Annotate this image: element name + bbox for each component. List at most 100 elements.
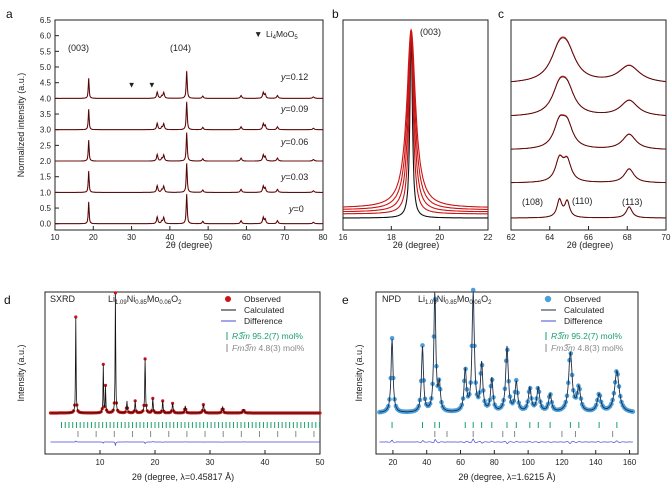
profile-108-110-2 xyxy=(511,114,666,150)
profile-fit-2 xyxy=(511,115,666,150)
x-tick-label-e: 80 xyxy=(490,458,499,467)
xrd-pattern-y=0 xyxy=(55,193,323,225)
x-tick-label-d: 10 xyxy=(96,458,105,467)
x-tick-label-d: 40 xyxy=(261,458,270,467)
x-tick-label-c: 70 xyxy=(662,233,671,242)
x-tick-label-d: 50 xyxy=(316,458,325,467)
ylabel-e: Intensity (a.u.) xyxy=(354,344,364,401)
legend-calculated-label: Calculated xyxy=(564,305,604,315)
x-tick-label-c: 68 xyxy=(623,233,632,242)
plot-area-e xyxy=(375,291,639,455)
xrd-fit-y=0.06 xyxy=(55,133,323,162)
peak-label-108-c: (108) xyxy=(522,197,543,207)
xrd-fit-y=0.03 xyxy=(55,164,323,193)
profile-fit-4 xyxy=(511,37,666,82)
difference-line-e xyxy=(379,438,633,444)
x-tick-label-b: 18 xyxy=(387,233,396,242)
profile-003-3 xyxy=(343,29,488,210)
legend-phase1: R3̅m 95.2(7) mol% xyxy=(232,331,303,341)
legend-d: Observed Calculated Difference R3̅m 95.2… xyxy=(221,294,305,353)
calculated-line-e xyxy=(379,291,633,413)
series-label: y=0.06 xyxy=(280,137,308,147)
ylabel-d: Intensity (a.u.) xyxy=(16,344,26,401)
xlabel-e: 2θ (degree, λ=1.6215 Å) xyxy=(458,472,555,482)
x-tick-label-a: 30 xyxy=(127,233,136,242)
y-tick-label-a: 3.5 xyxy=(40,110,52,119)
plot-area-a xyxy=(54,19,324,231)
difference-line-d xyxy=(50,440,320,446)
legend-observed-label: Observed xyxy=(244,294,281,304)
x-tick-label-e: 120 xyxy=(555,458,569,467)
xlabel-c: 2θ (degree) xyxy=(567,240,614,250)
y-tick-label-a: 6.0 xyxy=(40,32,52,41)
y-tick-label-a: 4.0 xyxy=(40,94,52,103)
series-label: y=0.12 xyxy=(280,72,308,82)
formula-d: Li1.09Ni0.85Mo0.06O2 xyxy=(108,294,182,306)
panel-label-d: d xyxy=(4,293,11,307)
x-tick-label-d: 30 xyxy=(206,458,215,467)
xlabel-d: 2θ (degree, λ=0.45817 Å) xyxy=(132,472,234,482)
panel-label-e: e xyxy=(342,293,349,307)
xlabel-b: 2θ (degree) xyxy=(393,240,440,250)
legend-calculated-label: Calculated xyxy=(244,305,284,315)
x-tick-label-c: 66 xyxy=(584,233,593,242)
xrd-fit-y=0 xyxy=(55,194,323,224)
x-tick-label-e: 160 xyxy=(623,458,637,467)
ylabel-a: Normalized intensity (a.u.) xyxy=(16,73,26,178)
y-tick-label-a: 3.0 xyxy=(40,126,52,135)
x-tick-label-a: 10 xyxy=(51,233,60,242)
profile-108-110-1 xyxy=(511,154,666,184)
legend-label-a: Li xyxy=(266,29,273,39)
chart-e: 20 40 60 80 100 120 140 160 xyxy=(377,287,637,467)
x-tick-label-a: 50 xyxy=(204,233,213,242)
y-tick-label-a: 6.5 xyxy=(40,16,52,25)
legend-difference-label: Difference xyxy=(564,316,603,326)
chart-b: 16 18 20 22 xyxy=(339,28,493,242)
x-tick-label-e: 140 xyxy=(589,458,603,467)
svg-text:Li4MoO5: Li4MoO5 xyxy=(266,29,298,41)
x-tick-label-a: 20 xyxy=(89,233,98,242)
peak-label-113-c: (113) xyxy=(622,197,642,207)
x-tick-label-c: 64 xyxy=(545,233,554,242)
formula-e: Li1.09Ni0.85Mo0.06O2 xyxy=(418,294,492,306)
plot-area-b xyxy=(342,19,489,231)
y-tick-label-a: 2.5 xyxy=(40,141,52,150)
profile-fit-3 xyxy=(510,76,666,116)
series-labels-a: y=0.12 y=0.09 y=0.06 y=0.03 y=0 xyxy=(280,72,308,214)
title-d: SXRD xyxy=(50,294,76,304)
chart-d: 10 20 30 40 50 xyxy=(48,291,325,467)
x-tick-label-e: 100 xyxy=(521,458,535,467)
legend-difference-label: Difference xyxy=(244,316,283,326)
x-tick-label-a: 60 xyxy=(242,233,251,242)
legend-phase1: R3̅m 95.2(7) mol% xyxy=(551,331,622,341)
legend-observed-marker xyxy=(544,295,552,303)
panel-label-a: a xyxy=(6,7,13,21)
profile-003-0 xyxy=(343,29,488,219)
legend-observed-label: Observed xyxy=(564,294,601,304)
y-tick-label-a: 5.0 xyxy=(40,63,52,72)
peak-label-110-c: (110) xyxy=(572,196,592,206)
legend-marker-a: ▼ xyxy=(254,29,262,39)
xrd-fit-y=0.09 xyxy=(55,102,323,130)
y-tick-label-a: 5.5 xyxy=(40,47,52,56)
profile-003-2 xyxy=(342,29,488,213)
x-tick-label-a: 40 xyxy=(165,233,174,242)
profile-003-4 xyxy=(343,28,489,208)
x-tick-label-b: 22 xyxy=(484,233,493,242)
chart-a: 10 20 30 40 50 60 70 80 0.0 0.5 1.0 1.5 2.0 2.5 3.0 3.5… xyxy=(40,16,328,242)
x-tick-label-e: 20 xyxy=(388,458,397,467)
x-tick-label-b: 16 xyxy=(339,233,348,242)
legend-observed-marker xyxy=(225,296,231,302)
y-tick-label-a: 2.0 xyxy=(40,157,52,166)
peak-label-b: (003) xyxy=(420,27,441,37)
xrd-fit-y=0.12 xyxy=(55,71,323,99)
series-label: y=0.09 xyxy=(280,104,308,114)
x-tick-label-c: 62 xyxy=(507,233,516,242)
y-tick-label-a: 1.5 xyxy=(40,173,52,182)
impurity-marker-a: ▼ xyxy=(128,80,136,89)
peak-label-003-a: (003) xyxy=(68,43,89,53)
panel-label-c: c xyxy=(498,7,504,21)
profile-fit-1 xyxy=(511,155,666,183)
y-tick-label-a: 4.5 xyxy=(40,79,52,88)
